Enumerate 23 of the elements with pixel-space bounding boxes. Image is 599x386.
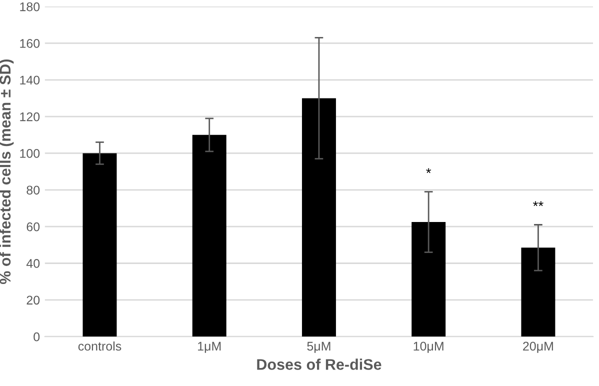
bar — [192, 134, 226, 337]
bar — [82, 153, 117, 337]
y-tick-label: 180 — [20, 2, 40, 12]
y-tick-label: 100 — [20, 149, 40, 158]
x-tick-label: 5μM — [307, 342, 330, 353]
x-tick-label: 1μM — [198, 342, 221, 353]
bar — [412, 222, 446, 337]
y-tick-label: 120 — [20, 112, 40, 122]
y-tick-label: 0 — [34, 332, 40, 342]
x-axis-title: Doses of Re-diSe — [257, 358, 382, 370]
y-tick-label: 140 — [20, 76, 40, 85]
bar — [521, 248, 556, 337]
x-tick-label: 10μM — [414, 342, 444, 353]
y-tick-label: 60 — [26, 222, 40, 232]
y-tick-label: 20 — [26, 296, 40, 305]
annotation: * — [426, 168, 432, 174]
y-tick-label: 40 — [26, 259, 40, 268]
annotation: ** — [533, 201, 544, 206]
x-tick-label: controls — [78, 341, 122, 351]
y-tick-label: 80 — [26, 186, 40, 195]
x-tick-label: 20μM — [523, 342, 553, 353]
bar — [302, 98, 336, 337]
y-tick-label: 160 — [20, 39, 40, 48]
